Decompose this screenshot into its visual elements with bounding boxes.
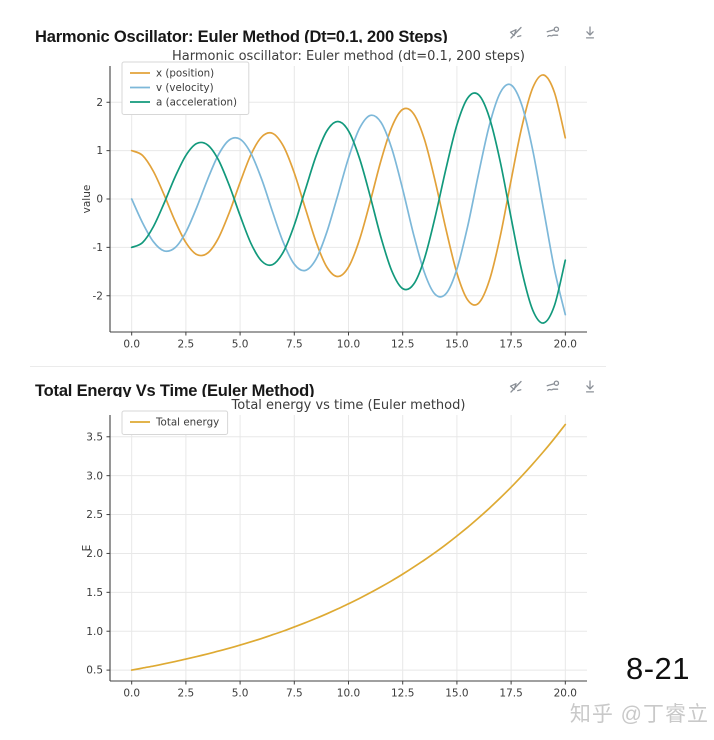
chart-title: Total energy vs time (Euler method)	[231, 399, 466, 413]
axes: 0.0 2.5 5.0 7.5 10.0 12.5 15.0 17.5 20.0 0.5 1.0 1.…	[86, 415, 587, 700]
x-tick-label: 12.5	[391, 339, 414, 351]
y-tick-label: 3.5	[86, 431, 103, 443]
axes: 0.0 2.5 5.0 7.5 10.0 12.5 15.0 17.5 20.0 -2 -1 0 1 2	[93, 66, 587, 351]
x-tick-label: 20.0	[554, 339, 577, 351]
y-tick-label: 2.0	[86, 548, 103, 560]
legend: Total energy	[121, 410, 229, 435]
y-tick-label: 2	[96, 97, 103, 109]
y-tick-label: 2.5	[86, 509, 103, 521]
x-tick-label: 0.0	[123, 688, 140, 700]
x-tick-label: 15.0	[445, 339, 468, 351]
panel-divider	[30, 366, 606, 367]
download-icon	[581, 24, 599, 45]
x-tick-label: 17.5	[499, 339, 522, 351]
x-tick-label: 10.0	[337, 688, 360, 700]
x-tick-label: 10.0	[337, 339, 360, 351]
x-tick-label: 0.0	[123, 339, 140, 351]
x-tick-label: 7.5	[286, 688, 303, 700]
series-lines	[130, 423, 567, 671]
trend-options-button[interactable]	[543, 378, 563, 398]
series-line	[130, 92, 567, 324]
y-tick-label: 3.0	[86, 470, 103, 482]
legend-label: v (velocity)	[156, 82, 214, 94]
page-number: 8-21	[625, 651, 690, 686]
interaction-off-button[interactable]	[506, 24, 526, 44]
gridlines	[110, 415, 587, 681]
interaction-off-icon	[507, 378, 525, 399]
y-tick-label: 1.0	[86, 626, 103, 638]
download-chart-button[interactable]	[580, 378, 600, 398]
energy-toolbar	[506, 378, 600, 398]
energy-panel-heading: Total Energy Vs Time (Euler Method)	[35, 382, 315, 397]
y-tick-label: 1.5	[86, 587, 103, 599]
x-tick-label: 2.5	[178, 688, 195, 700]
y-axis-label: E	[82, 545, 93, 552]
series-line	[130, 83, 567, 316]
x-tick-label: 5.0	[232, 688, 249, 700]
interaction-off-icon	[507, 24, 525, 45]
x-tick-label: 7.5	[286, 339, 303, 351]
x-tick-label: 2.5	[178, 339, 195, 351]
harmonic-chart-figure: 0.0 2.5 5.0 7.5 10.0 12.5 15.0 17.5 20.0 -2 -1 0 1 2 H…	[82, 50, 587, 351]
chart-title: Harmonic oscillator: Euler method (dt=0.…	[172, 50, 525, 64]
trend-options-button[interactable]	[543, 24, 563, 44]
x-tick-label: 20.0	[554, 688, 577, 700]
y-tick-label: 0	[96, 194, 103, 206]
legend-label: x (position)	[156, 68, 214, 80]
harmonic-panel-heading: Harmonic Oscillator: Euler Method (Dt=0.…	[35, 28, 448, 43]
series-line	[130, 423, 567, 671]
download-chart-button[interactable]	[580, 24, 600, 44]
y-tick-label: 0.5	[86, 665, 103, 677]
legend-label: Total energy	[155, 417, 219, 429]
energy-chart-figure: 0.0 2.5 5.0 7.5 10.0 12.5 15.0 17.5 20.0 0.5 1.0 1.…	[82, 399, 587, 700]
x-tick-label: 15.0	[445, 688, 468, 700]
legend: x (position) v (velocity) a (acceleration)	[121, 61, 250, 115]
interaction-off-button[interactable]	[506, 378, 526, 398]
legend-label: a (acceleration)	[156, 97, 237, 109]
x-tick-label: 5.0	[232, 339, 249, 351]
series-lines	[130, 74, 567, 324]
zhihu-watermark: 知乎 @丁睿立	[569, 703, 709, 726]
trend-options-icon	[544, 378, 562, 399]
y-tick-label: -1	[93, 242, 103, 254]
x-tick-label: 17.5	[499, 688, 522, 700]
y-tick-label: -2	[93, 290, 103, 302]
y-tick-label: 1	[96, 145, 103, 157]
download-icon	[581, 378, 599, 399]
x-tick-label: 12.5	[391, 688, 414, 700]
harmonic-toolbar	[506, 24, 600, 44]
series-line	[130, 74, 567, 306]
y-axis-label: value	[82, 185, 93, 214]
trend-options-icon	[544, 24, 562, 45]
